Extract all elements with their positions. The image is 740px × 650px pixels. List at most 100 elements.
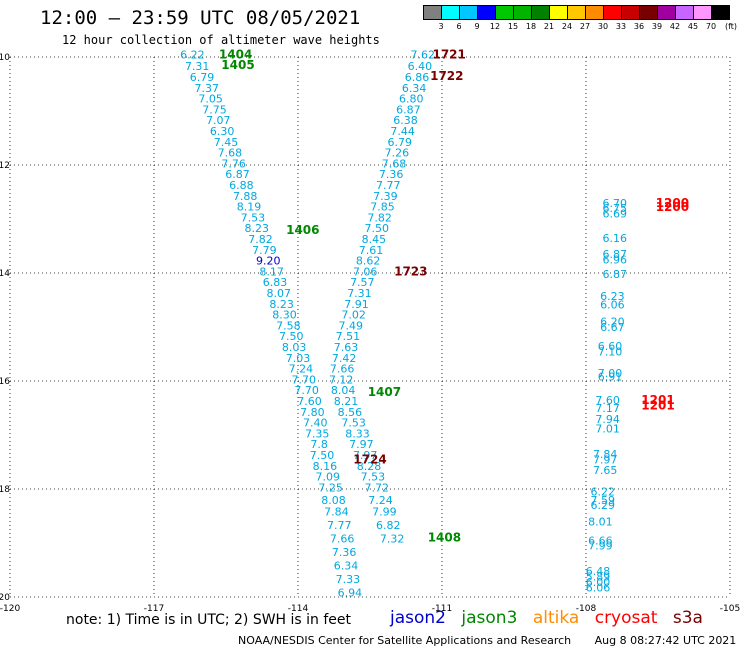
- swh-value: 7.58: [276, 319, 301, 332]
- swh-value: 6.94: [338, 587, 363, 600]
- swh-value: 7.94: [595, 413, 620, 426]
- pass-time-label: 1407: [368, 385, 401, 399]
- swh-value: 7.72: [364, 481, 389, 494]
- colorbar: 3 6 9 12 15 18 21 24 27 30 33 36 39 42 45 70 (ft): [423, 5, 737, 32]
- legend-jason3: jason3: [461, 608, 518, 628]
- x-tick-label: -114: [288, 604, 309, 614]
- swh-value: 7.61: [359, 244, 384, 257]
- legend-jason2: jason2: [390, 608, 446, 628]
- swh-value: 7.42: [332, 352, 357, 365]
- swh-value: 6.29: [591, 499, 616, 512]
- swh-value: 6.30: [210, 125, 235, 138]
- swh-value: 7.05: [198, 93, 223, 106]
- swh-value: 7.99: [372, 506, 397, 519]
- x-tick-label: -117: [144, 604, 164, 614]
- swh-value: 7.53: [361, 471, 386, 484]
- footnote: note: 1) Time is in UTC; 2) SWH is in fe…: [66, 612, 352, 628]
- colorbar-tick-label: 9: [474, 22, 480, 31]
- swh-value: 7.77: [376, 179, 401, 192]
- swh-value: 7.60: [595, 394, 620, 407]
- pass-time-label: 1721: [432, 47, 465, 61]
- swh-value: 6.96: [603, 254, 628, 267]
- swh-value: 7.62: [411, 48, 436, 61]
- swh-value: 7.31: [347, 287, 372, 300]
- swh-value: 7.82: [367, 211, 392, 224]
- y-tick-label: -10: [0, 53, 10, 63]
- swh-value: 8.23: [269, 298, 294, 311]
- swh-value: 7.84: [324, 506, 349, 519]
- legend-s3a: s3a: [672, 608, 703, 628]
- swh-value: 7.65: [593, 464, 618, 477]
- swh-value: 7.77: [327, 519, 352, 532]
- legend-cryosat: cryosat: [594, 608, 658, 628]
- colorbar-unit: (ft): [724, 22, 738, 31]
- swh-value: 7.59: [591, 494, 616, 507]
- pass-time-label: 1201: [641, 398, 674, 412]
- colorbar-tick-label: 30: [597, 22, 609, 31]
- x-tick-label: -108: [576, 604, 597, 614]
- swh-value: 8.62: [356, 255, 381, 268]
- swh-value: 7.00: [598, 367, 623, 380]
- colorbar-swatches: [423, 5, 730, 20]
- pass-time-label: 1404: [219, 47, 252, 61]
- swh-value: 8.23: [244, 222, 269, 235]
- swh-value: 8.56: [338, 406, 363, 419]
- swh-value: 6.82: [376, 519, 401, 532]
- swh-value: 6.00: [586, 576, 611, 589]
- swh-value: 8.28: [357, 460, 382, 473]
- swh-value: 6.91: [598, 371, 623, 384]
- swh-value: 7.70: [292, 373, 317, 386]
- swh-value: 7.66: [330, 363, 355, 376]
- swh-value: 6.87: [225, 168, 250, 181]
- swh-value: 6.40: [408, 60, 433, 73]
- swh-value: 7.39: [373, 190, 398, 203]
- swh-value: 7.79: [252, 244, 277, 257]
- swh-value: 8.30: [272, 309, 297, 322]
- swh-value: 7.70: [294, 384, 319, 397]
- swh-value: 6.22: [180, 48, 205, 61]
- swh-value: 7.09: [316, 471, 341, 484]
- pass-time-label: 1405: [221, 58, 254, 72]
- generated-timestamp: Aug 8 08:27:42 UTC 2021: [594, 634, 737, 647]
- swh-value: 7.66: [330, 533, 355, 546]
- x-tick-label: -105: [720, 604, 740, 614]
- swh-value: 7.06: [353, 265, 378, 278]
- swh-value: 7.40: [303, 417, 328, 430]
- y-tick-label: -14: [0, 269, 10, 279]
- swh-value: 7.99: [588, 540, 613, 553]
- swh-value: 7.68: [218, 147, 243, 160]
- swh-value: 7.63: [334, 341, 359, 354]
- satellite-legend: jason2 jason3 altika cryosat s3a: [390, 608, 713, 628]
- y-tick-label: -18: [0, 485, 10, 495]
- swh-value: 7.33: [336, 573, 361, 586]
- swh-value: 6.67: [600, 321, 625, 334]
- swh-value: 6.87: [603, 268, 628, 281]
- pass-time-label: 1200: [656, 196, 689, 210]
- credit-text: NOAA/NESDIS Center for Satellite Applica…: [238, 634, 572, 647]
- colorbar-tick-label: 6: [456, 22, 462, 31]
- swh-value: 7.75: [202, 103, 227, 116]
- swh-value: 6.75: [603, 202, 628, 215]
- swh-value: 7.50: [364, 222, 389, 235]
- swh-value: 6.20: [600, 316, 625, 329]
- page-title: 12:00 — 23:59 UTC 08/05/2021: [40, 7, 361, 29]
- swh-value: 7.36: [379, 168, 404, 181]
- swh-value: 7.12: [329, 373, 354, 386]
- swh-value: 6.16: [603, 232, 628, 245]
- swh-value: 8.08: [321, 494, 346, 507]
- swh-value: 7.25: [318, 481, 343, 494]
- swh-value: 7.49: [339, 319, 364, 332]
- swh-value: 6.79: [388, 136, 413, 149]
- swh-value: 8.16: [313, 460, 338, 473]
- swh-value: 7.97: [593, 453, 618, 466]
- colorbar-tick-label: 18: [525, 22, 537, 31]
- x-tick-label: -120: [0, 604, 20, 614]
- pass-time-label: 1201: [641, 393, 674, 407]
- swh-value: 7.03: [286, 352, 311, 365]
- swh-value: 6.06: [586, 581, 611, 594]
- swh-value: 6.80: [399, 93, 424, 106]
- swh-value: 7.76: [221, 157, 246, 170]
- swh-value: 6.23: [600, 290, 625, 303]
- swh-value: 6.60: [598, 340, 623, 353]
